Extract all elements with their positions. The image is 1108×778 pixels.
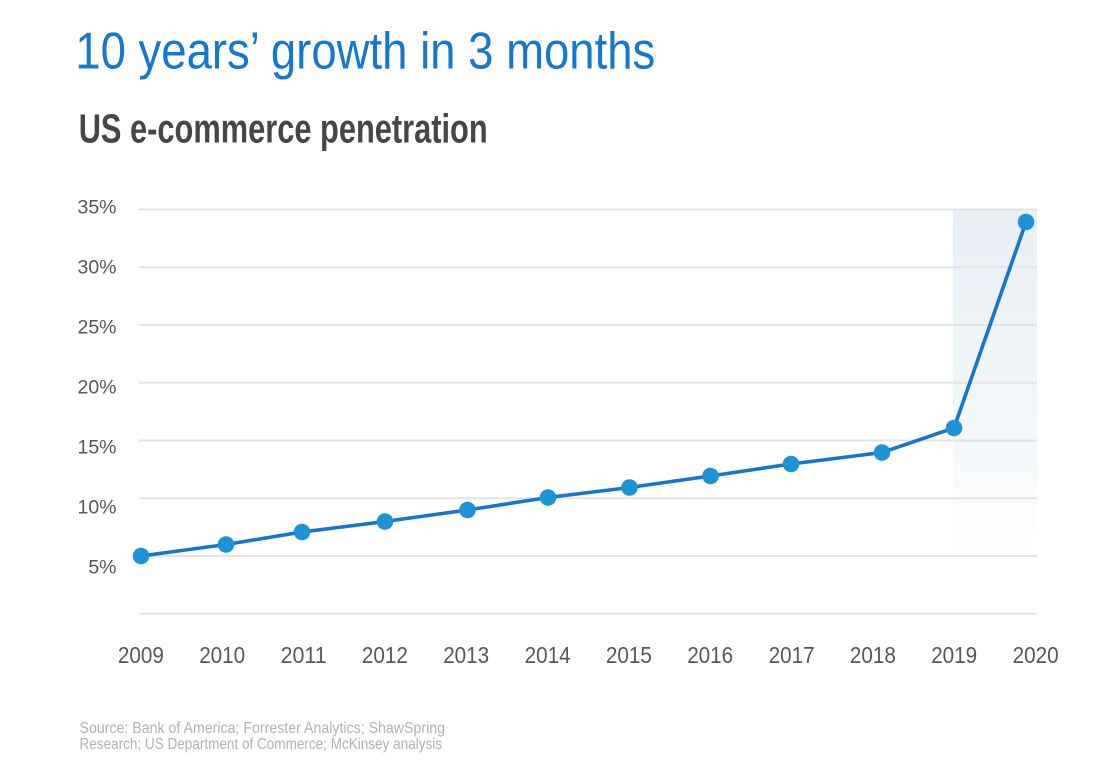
svg-text:2019: 2019 [931,642,977,668]
svg-text:5%: 5% [88,557,116,579]
svg-text:10%: 10% [77,497,116,519]
svg-text:2017: 2017 [769,642,815,668]
svg-text:US e-commerce penetration: US e-commerce penetration [79,105,488,151]
svg-text:2015: 2015 [606,642,652,668]
svg-text:10 years’ growth in 3 months: 10 years’ growth in 3 months [75,22,655,80]
svg-text:2012: 2012 [362,642,408,668]
svg-text:15%: 15% [77,437,116,459]
svg-text:Source: Bank of America; Forre: Source: Bank of America; Forrester Analy… [80,720,446,737]
svg-text:20%: 20% [77,377,116,399]
svg-text:2013: 2013 [443,642,489,668]
svg-text:2010: 2010 [199,642,245,668]
svg-text:25%: 25% [77,317,116,339]
svg-text:30%: 30% [77,257,116,279]
svg-text:35%: 35% [77,197,116,219]
svg-text:2016: 2016 [687,642,733,668]
svg-text:2018: 2018 [850,642,896,668]
svg-text:2009: 2009 [118,642,164,668]
svg-text:Research; US Department of Com: Research; US Department of Commerce; McK… [80,736,443,753]
svg-text:2020: 2020 [1013,642,1059,668]
svg-text:2011: 2011 [281,642,327,668]
svg-text:2014: 2014 [525,642,571,668]
